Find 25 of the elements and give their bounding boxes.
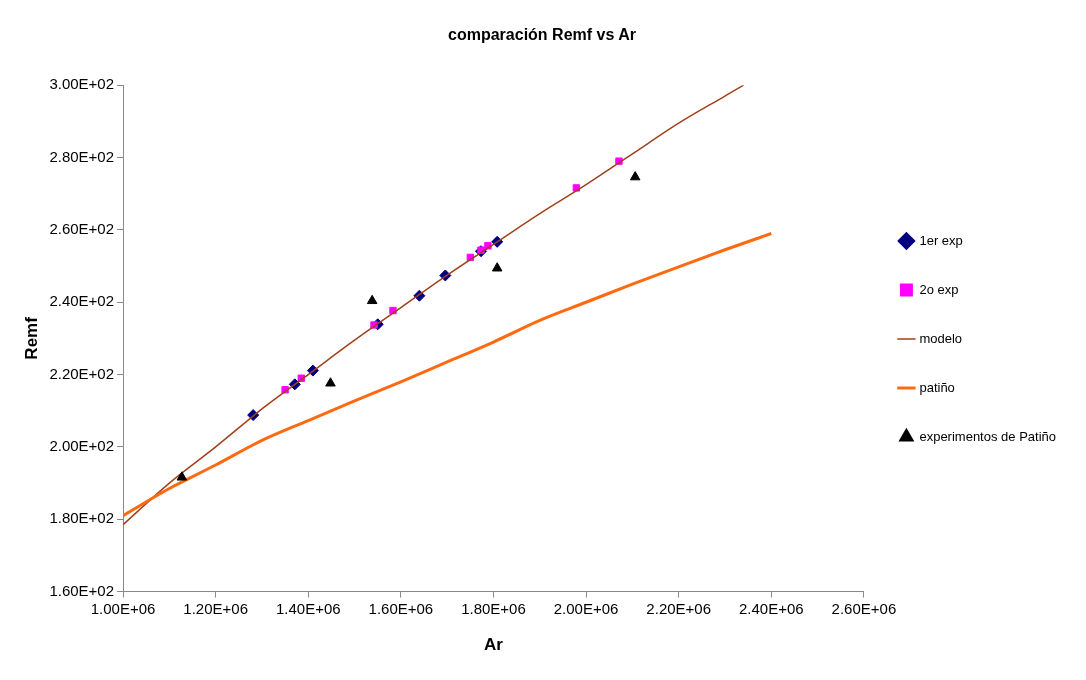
- chart-title: comparación Remf vs Ar: [448, 26, 636, 44]
- y-tick-label: 3.00E+02: [49, 75, 115, 93]
- x-tick-label: 1.40E+06: [275, 599, 341, 617]
- legend-label: experimentos de Patiño: [919, 428, 1057, 444]
- x-tick-label: 2.60E+06: [831, 599, 897, 617]
- y-tick-label: 2.60E+02: [49, 220, 115, 238]
- y-axis-title: Remf: [21, 316, 41, 360]
- x-tick-label: 2.20E+06: [646, 599, 712, 617]
- y-tick-label: 1.60E+02: [49, 581, 115, 599]
- x-tick-label: 1.60E+06: [368, 599, 434, 617]
- y-tick-label: 2.40E+02: [49, 292, 115, 310]
- x-tick-label: 1.00E+06: [90, 599, 156, 617]
- y-tick-label: 1.80E+02: [49, 509, 115, 527]
- legend-label: 1er exp: [919, 232, 963, 248]
- legend-label: 2o exp: [919, 281, 959, 297]
- legend-label: modelo: [919, 330, 963, 346]
- x-tick-label: 2.40E+06: [738, 599, 804, 617]
- y-tick-label: 2.00E+02: [49, 437, 115, 455]
- y-tick-label: 2.20E+02: [49, 364, 115, 382]
- x-tick-label: 2.00E+06: [553, 599, 619, 617]
- y-tick-label: 2.80E+02: [49, 147, 115, 165]
- x-tick-label: 1.80E+06: [461, 599, 526, 617]
- legend-label: patiño: [919, 379, 955, 395]
- x-tick-label: 1.20E+06: [183, 599, 248, 617]
- x-axis-title: Ar: [484, 635, 504, 655]
